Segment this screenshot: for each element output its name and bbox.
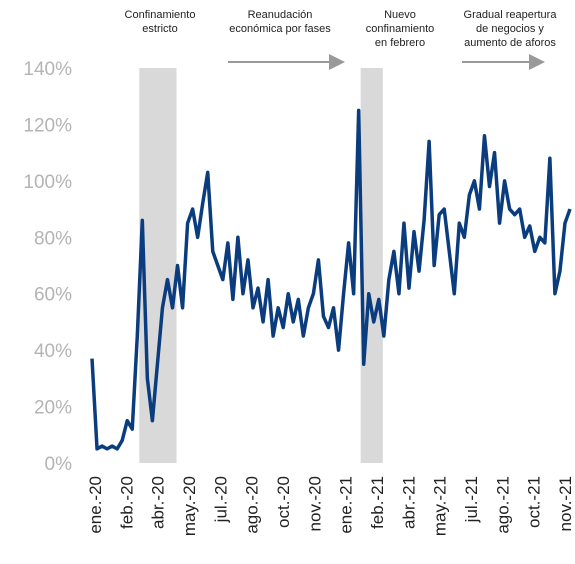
annotation: Gradual reapertura bbox=[464, 9, 558, 21]
x-tick-label: ene.-20 bbox=[86, 476, 105, 534]
annotation: de negocios y bbox=[476, 23, 544, 35]
annotation: Reanudación bbox=[248, 9, 313, 21]
x-tick-label: oct.-20 bbox=[274, 476, 293, 528]
annotation: confinamiento bbox=[366, 23, 435, 35]
x-tick-label: may.-21 bbox=[431, 476, 450, 536]
y-tick-label: 140% bbox=[23, 59, 72, 80]
x-tick-label: nov.-21 bbox=[556, 476, 575, 531]
x-tick-label: abr.-21 bbox=[399, 476, 418, 529]
shaded-period bbox=[360, 68, 383, 463]
annotation: aumento de aforos bbox=[464, 37, 556, 49]
y-tick-label: 0% bbox=[45, 454, 73, 475]
y-tick-label: 60% bbox=[34, 285, 72, 306]
annotation: Confinamiento bbox=[125, 9, 196, 21]
annotation: económica por fases bbox=[229, 23, 331, 35]
y-tick-label: 120% bbox=[23, 115, 72, 136]
x-tick-label: nov.-20 bbox=[305, 476, 324, 531]
y-tick-label: 100% bbox=[23, 172, 72, 193]
y-tick-label: 40% bbox=[34, 341, 72, 362]
x-tick-label: feb.-21 bbox=[368, 476, 387, 529]
y-tick-label: 80% bbox=[34, 228, 72, 249]
x-tick-label: jul.-20 bbox=[211, 476, 230, 523]
x-tick-label: abr.-20 bbox=[149, 476, 168, 529]
x-tick-label: ago.-20 bbox=[243, 476, 262, 534]
annotation: estricto bbox=[142, 23, 177, 35]
x-tick-label: ago.-21 bbox=[493, 476, 512, 534]
annotation: Nuevo bbox=[384, 9, 416, 21]
x-tick-label: may.-20 bbox=[180, 476, 199, 536]
y-tick-label: 20% bbox=[34, 398, 72, 419]
x-tick-label: feb.-20 bbox=[117, 476, 136, 529]
annotation: en febrero bbox=[375, 37, 425, 49]
x-tick-label: oct.-21 bbox=[525, 476, 544, 528]
x-tick-label: jul.-21 bbox=[462, 476, 481, 523]
data-line bbox=[90, 108, 572, 451]
x-tick-label: ene.-21 bbox=[337, 476, 356, 534]
